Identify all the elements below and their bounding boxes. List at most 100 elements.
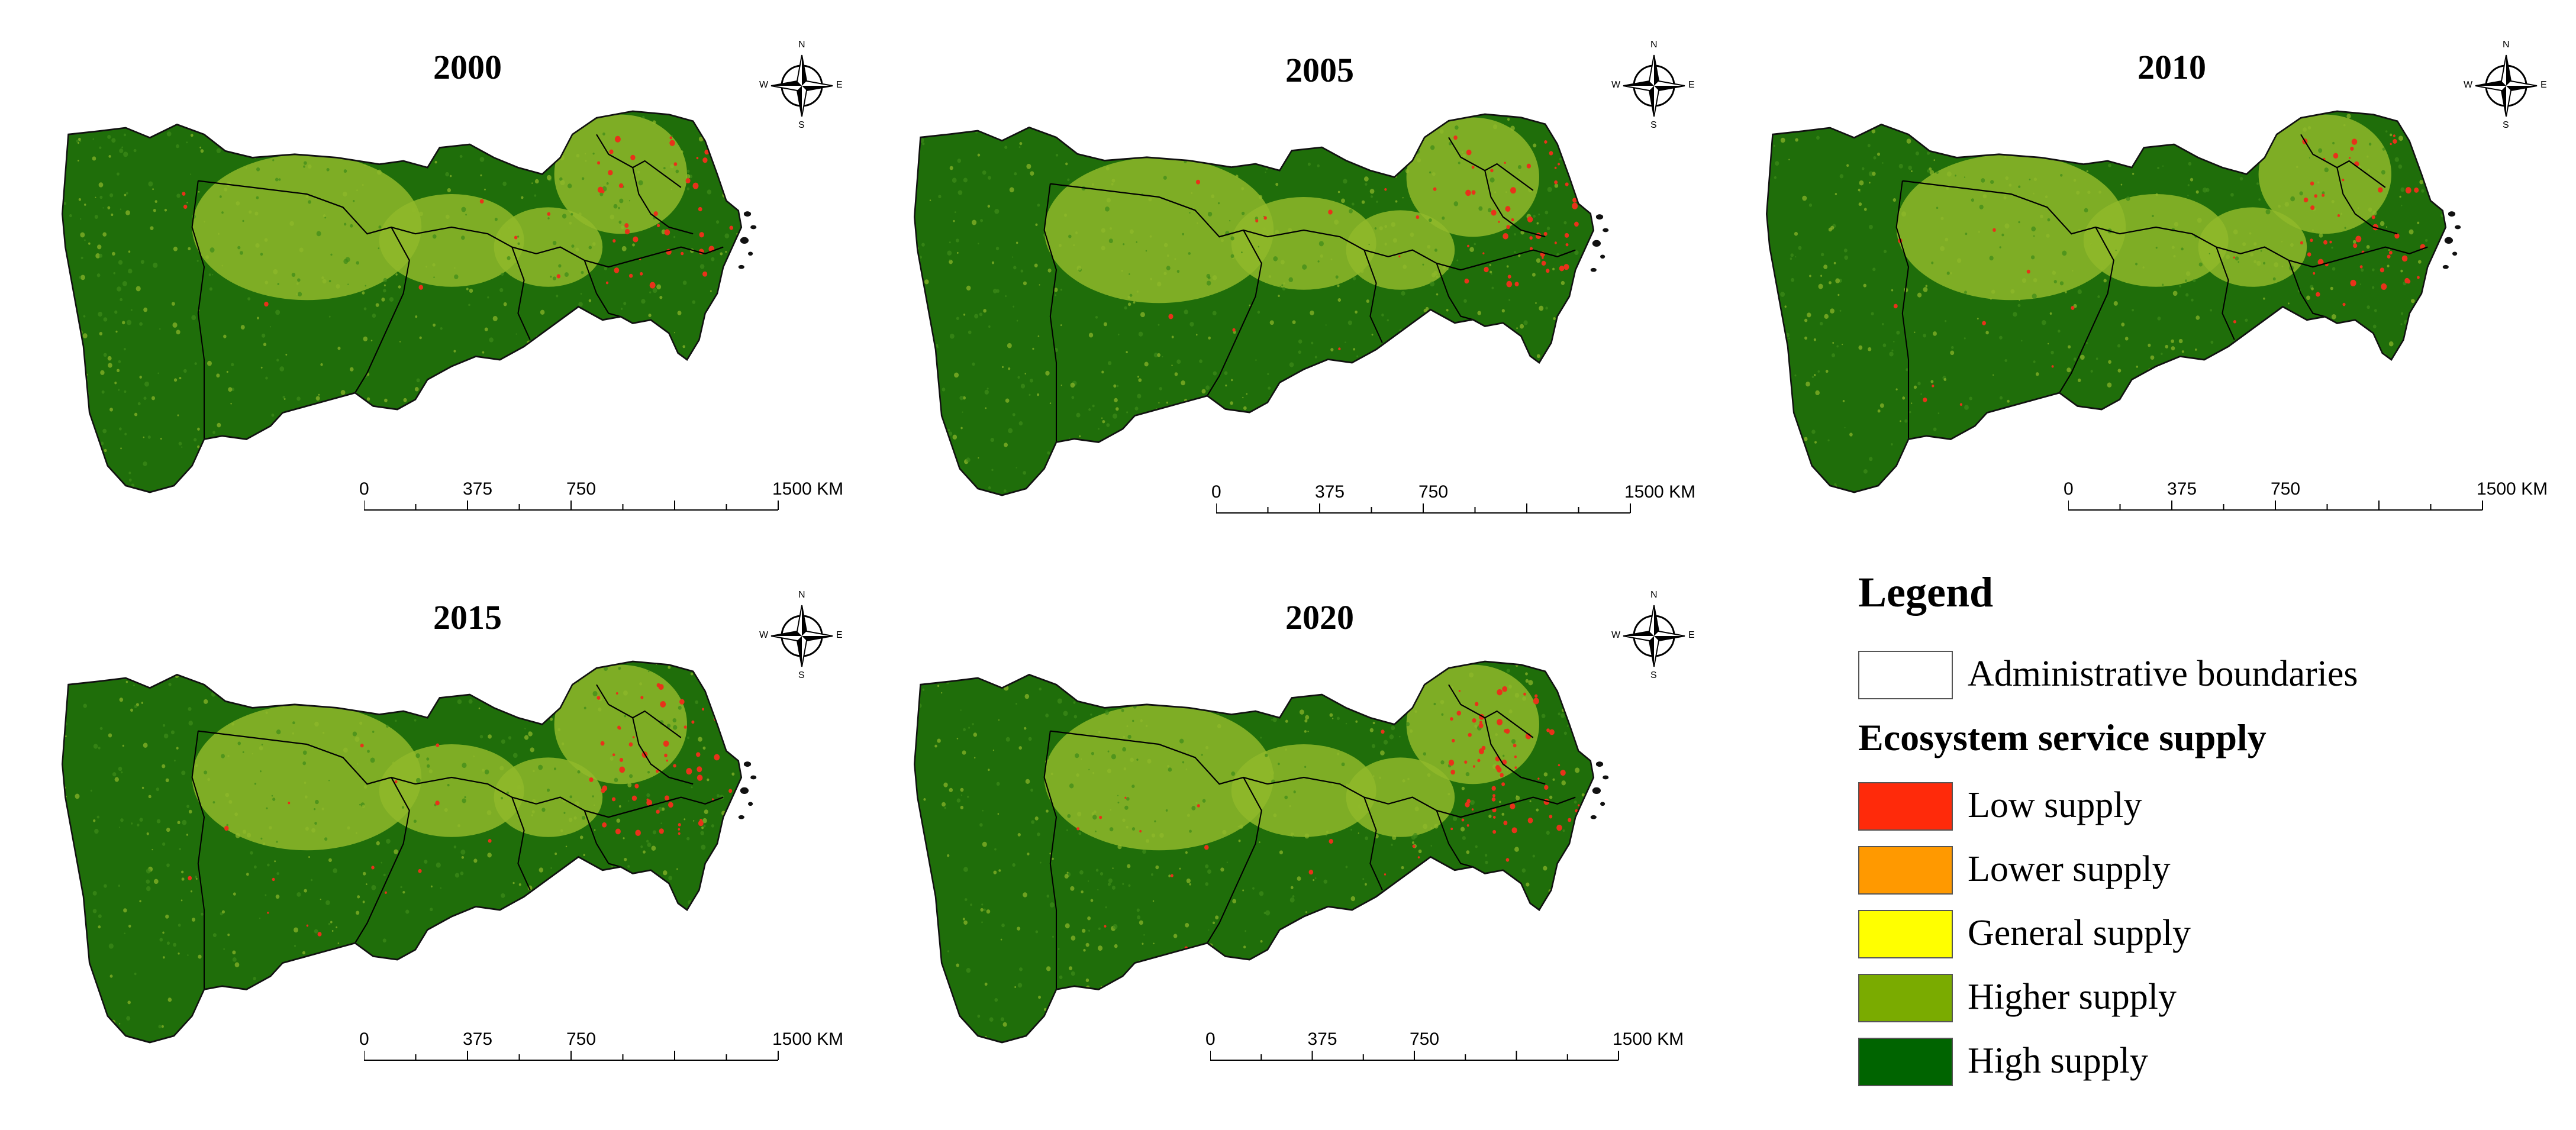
texture-speck: [2040, 489, 2043, 493]
texture-speck: [701, 844, 706, 850]
island: [1603, 775, 1609, 780]
texture-speck: [991, 469, 994, 472]
texture-speck: [1310, 389, 1314, 393]
texture-speck: [1908, 165, 1912, 170]
texture-speck: [460, 849, 466, 855]
low-supply-spot: [686, 768, 692, 775]
texture-speck: [672, 472, 676, 476]
texture-speck: [1019, 967, 1023, 971]
texture-speck: [1519, 324, 1524, 329]
texture-speck: [144, 381, 149, 387]
island: [748, 251, 753, 256]
texture-speck: [257, 317, 259, 319]
texture-speck: [78, 490, 83, 493]
texture-speck: [1242, 461, 1245, 465]
texture-speck: [2235, 256, 2239, 261]
region-outline: [914, 660, 1595, 1044]
texture-speck: [978, 243, 979, 245]
texture-speck: [1588, 740, 1590, 743]
texture-speck: [376, 169, 382, 175]
low-supply-spot: [640, 696, 644, 699]
texture-speck: [221, 1028, 225, 1033]
texture-speck: [1090, 899, 1094, 902]
texture-speck: [949, 787, 953, 792]
texture-speck: [2174, 222, 2179, 227]
texture-speck: [1563, 731, 1567, 735]
texture-speck: [1808, 203, 1813, 207]
texture-speck: [1550, 947, 1555, 951]
texture-speck: [732, 982, 736, 987]
texture-speck: [2041, 320, 2046, 325]
texture-speck: [445, 172, 450, 177]
texture-speck: [1205, 745, 1209, 750]
texture-speck: [1325, 324, 1327, 326]
texture-speck: [905, 459, 907, 461]
texture-speck: [231, 363, 234, 367]
texture-speck: [906, 797, 908, 799]
texture-speck: [603, 666, 608, 671]
island: [1590, 267, 1597, 272]
texture-speck: [1017, 832, 1021, 837]
texture-speck: [57, 433, 62, 438]
texture-speck: [966, 457, 971, 463]
texture-speck: [354, 737, 360, 742]
texture-speck: [1844, 255, 1849, 260]
texture-speck: [926, 653, 927, 655]
texture-speck: [1137, 118, 1139, 121]
texture-speck: [1105, 206, 1110, 212]
low-supply-spot: [714, 754, 720, 761]
low-supply-spot: [1554, 241, 1557, 244]
texture-speck: [466, 1015, 469, 1018]
texture-speck: [1185, 750, 1188, 753]
texture-speck: [912, 317, 914, 318]
texture-speck: [1311, 948, 1316, 954]
texture-speck: [956, 738, 959, 740]
texture-speck: [535, 429, 539, 433]
texture-speck: [479, 451, 481, 453]
texture-speck: [1337, 752, 1340, 756]
texture-speck: [1525, 672, 1528, 676]
texture-speck: [78, 141, 79, 144]
texture-speck: [634, 897, 638, 902]
texture-speck: [2101, 267, 2104, 270]
texture-speck: [292, 964, 294, 967]
texture-speck: [1334, 141, 1337, 144]
low-supply-spot: [1549, 815, 1553, 819]
texture-speck: [1159, 387, 1162, 390]
low-supply-spot: [728, 789, 733, 793]
texture-speck: [1117, 334, 1120, 335]
texture-speck: [98, 182, 104, 188]
texture-speck: [302, 761, 307, 766]
texture-speck: [1418, 849, 1422, 854]
texture-speck: [1095, 830, 1097, 832]
texture-speck: [119, 1023, 121, 1025]
texture-speck: [920, 1029, 924, 1034]
texture-speck: [967, 106, 969, 108]
low-supply-spot: [1503, 821, 1508, 825]
texture-speck: [1481, 878, 1486, 883]
texture-speck: [2425, 238, 2428, 242]
texture-speck: [1421, 886, 1424, 888]
texture-speck: [467, 915, 469, 917]
texture-speck: [1305, 965, 1309, 969]
texture-speck: [212, 274, 214, 276]
texture-speck: [594, 829, 596, 831]
texture-speck: [580, 942, 582, 945]
texture-speck: [2003, 196, 2007, 200]
texture-speck: [207, 360, 212, 366]
texture-speck: [2152, 460, 2155, 464]
texture-speck: [1913, 385, 1917, 389]
texture-speck: [935, 1032, 939, 1037]
texture-speck: [1352, 661, 1355, 664]
texture-speck: [76, 139, 79, 143]
texture-speck: [1485, 386, 1488, 389]
texture-speck: [1355, 392, 1356, 395]
texture-speck: [153, 879, 159, 884]
texture-speck: [2033, 192, 2035, 195]
texture-speck: [2400, 187, 2405, 192]
texture-speck: [1337, 298, 1342, 302]
low-supply-spot: [1541, 260, 1546, 266]
higher-supply-area: [494, 207, 603, 287]
island: [2452, 251, 2458, 256]
texture-speck: [1181, 380, 1185, 386]
